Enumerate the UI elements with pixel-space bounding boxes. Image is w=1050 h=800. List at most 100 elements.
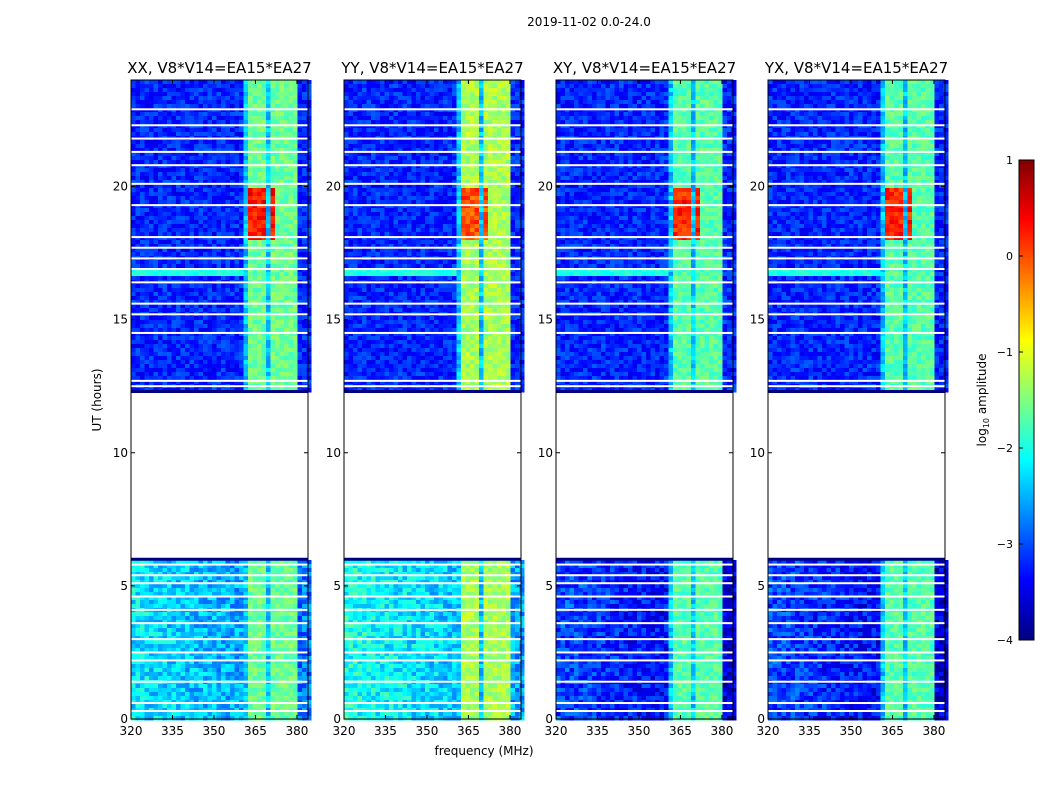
heatmap-cell — [266, 604, 271, 609]
heatmap-cell — [302, 368, 307, 373]
heatmap-cell — [257, 320, 262, 325]
heatmap-cell — [225, 188, 231, 193]
heatmap-cell — [344, 88, 349, 93]
heatmap-cell — [248, 584, 253, 589]
heatmap-cell — [261, 84, 267, 89]
heatmap-cell — [402, 92, 408, 97]
heatmap-cell — [284, 188, 289, 193]
heatmap-cell — [252, 600, 258, 605]
flag-line — [131, 379, 308, 382]
heatmap-cell — [302, 92, 307, 97]
heatmap-cell — [185, 360, 190, 365]
heatmap-cell — [185, 92, 190, 97]
heatmap-cell — [212, 328, 217, 333]
heatmap-cell — [158, 616, 163, 621]
heatmap-cell — [248, 640, 253, 645]
heatmap-cell — [131, 276, 136, 281]
heatmap-cell — [212, 208, 217, 213]
heatmap-cell — [302, 168, 307, 173]
heatmap-cell — [221, 356, 226, 361]
heatmap-cell — [297, 88, 303, 93]
heatmap-cell — [198, 196, 204, 201]
heatmap-cell — [257, 168, 262, 173]
heatmap-cell — [239, 704, 244, 709]
heatmap-cell — [288, 336, 294, 341]
heatmap-cell — [243, 300, 249, 305]
heatmap-cell — [194, 664, 199, 669]
heatmap-cell — [306, 200, 312, 205]
heatmap-cell — [198, 560, 204, 565]
heatmap-cell — [225, 600, 231, 605]
heatmap-cell — [239, 588, 244, 593]
heatmap-cell — [167, 284, 172, 289]
heatmap-cell — [144, 112, 150, 117]
heatmap-cell — [306, 260, 312, 265]
heatmap-cell — [140, 604, 145, 609]
heatmap-cell — [180, 268, 186, 273]
heatmap-cell — [171, 148, 177, 153]
heatmap-cell — [140, 704, 145, 709]
heatmap-cell — [144, 612, 150, 617]
heatmap-cell — [261, 164, 267, 169]
heatmap-cell — [288, 668, 294, 673]
heatmap-cell — [257, 176, 262, 181]
heatmap-cell — [212, 592, 217, 597]
heatmap-cell — [306, 624, 312, 629]
heatmap-cell — [176, 356, 181, 361]
heatmap-cell — [216, 336, 222, 341]
heatmap-cell — [243, 628, 249, 633]
heatmap-cell — [171, 372, 177, 377]
heatmap-cell — [297, 144, 303, 149]
heatmap-cell — [167, 192, 172, 197]
heatmap-cell — [257, 156, 262, 161]
heatmap-cell — [302, 212, 307, 217]
heatmap-cell — [275, 216, 280, 221]
heatmap-cell — [288, 140, 294, 145]
heatmap-cell — [180, 144, 186, 149]
heatmap-cell — [266, 648, 271, 653]
heatmap-cell — [203, 276, 208, 281]
heatmap-cell — [270, 164, 276, 169]
heatmap-cell — [248, 628, 253, 633]
heatmap-cell — [266, 704, 271, 709]
flag-line — [131, 710, 308, 713]
heatmap-cell — [266, 368, 271, 373]
heatmap-cell — [279, 264, 285, 269]
heatmap-cell — [243, 112, 249, 117]
heatmap-cell — [225, 224, 231, 229]
heatmap-cell — [189, 344, 195, 349]
heatmap-cell — [510, 96, 516, 101]
heatmap-cell — [194, 120, 199, 125]
flag-line — [131, 137, 308, 140]
heatmap-cell — [203, 664, 208, 669]
heatmap-cell — [492, 96, 498, 101]
heatmap-cell — [230, 332, 235, 337]
heatmap-cell — [180, 348, 186, 353]
heatmap-cell — [198, 216, 204, 221]
heatmap-cell — [270, 612, 276, 617]
heatmap-cell — [167, 160, 172, 165]
heatmap-cell — [297, 692, 303, 697]
heatmap-cell — [216, 688, 222, 693]
heatmap-cell — [306, 116, 312, 121]
heatmap-cell — [297, 152, 303, 157]
heatmap-cell — [488, 92, 493, 97]
heatmap-cell — [261, 340, 267, 345]
heatmap-cell — [185, 116, 190, 121]
heatmap-cell — [180, 364, 186, 369]
heatmap-cell — [216, 612, 222, 617]
heatmap-cell — [293, 352, 298, 357]
heatmap-cell — [266, 612, 271, 617]
heatmap-cell — [225, 320, 231, 325]
heatmap-cell — [176, 132, 181, 137]
heatmap-cell — [144, 560, 150, 565]
heatmap-cell — [162, 588, 168, 593]
heatmap-cell — [135, 568, 141, 573]
heatmap-cell — [234, 684, 240, 689]
heatmap-cell — [261, 192, 267, 197]
heatmap-cell — [135, 672, 141, 677]
heatmap-cell — [266, 224, 271, 229]
heatmap-cell — [162, 604, 168, 609]
heatmap-cell — [266, 600, 271, 605]
heatmap-cell — [261, 656, 267, 661]
